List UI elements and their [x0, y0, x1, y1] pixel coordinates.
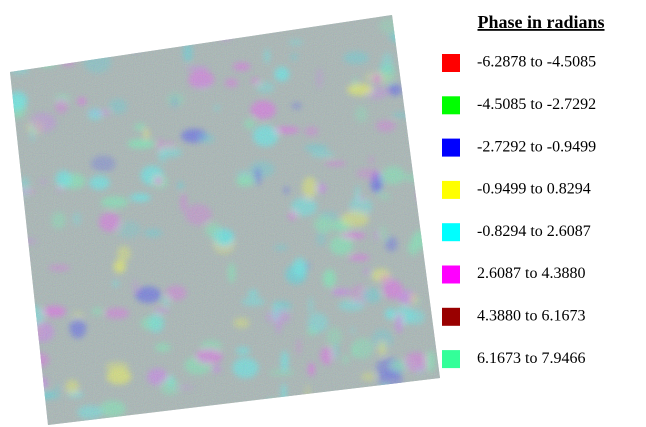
legend-label: -0.9499 to 0.8294 — [477, 181, 591, 198]
legend-swatch — [442, 139, 460, 157]
texture — [430, 41, 444, 51]
texture — [36, 51, 57, 67]
texture — [350, 405, 375, 410]
texture — [416, 21, 423, 40]
texture — [5, 208, 15, 225]
texture — [39, 44, 53, 65]
texture — [207, 13, 214, 19]
legend-swatch — [442, 223, 460, 241]
texture — [69, 31, 84, 42]
legend-label: -2.7292 to -0.9499 — [477, 138, 596, 155]
legend-swatch — [442, 266, 460, 284]
texture — [85, 15, 103, 34]
texture — [428, 146, 436, 159]
page: Phase in radians -6.2878 to -4.5085 -4.50… — [0, 0, 646, 427]
texture — [217, 29, 232, 41]
texture — [18, 255, 28, 264]
legend-label: 2.6087 to 4.3880 — [477, 265, 585, 282]
texture — [5, 389, 16, 397]
legend-swatch — [442, 308, 460, 326]
texture — [181, 417, 191, 422]
legend-label: 4.3880 to 6.1673 — [477, 307, 585, 324]
texture — [416, 42, 424, 47]
texture — [93, 22, 101, 35]
texture — [266, 400, 275, 406]
legend-swatch — [442, 181, 460, 199]
texture — [378, 386, 390, 402]
texture — [130, 44, 141, 51]
legend-swatch — [442, 54, 460, 72]
texture — [411, 18, 433, 33]
legend-title: Phase in radians — [477, 12, 604, 32]
legend-swatch — [442, 350, 460, 368]
legend-label: -0.8294 to 2.6087 — [477, 223, 591, 240]
texture — [78, 39, 89, 55]
texture — [435, 231, 442, 244]
texture — [419, 131, 441, 152]
texture — [246, 6, 260, 26]
legend-swatch — [442, 96, 460, 114]
legend-label: -6.2878 to -4.5085 — [477, 54, 596, 71]
legend: -6.2878 to -4.5085 -4.5085 to -2.7292 -2.7… — [442, 54, 596, 368]
texture — [417, 188, 433, 204]
texture — [394, 32, 407, 42]
texture — [430, 94, 434, 102]
texture — [43, 49, 48, 63]
texture — [0, 355, 23, 360]
texture — [302, 409, 326, 425]
texture — [409, 36, 419, 43]
texture — [435, 26, 441, 36]
legend-label: -4.5085 to -2.7292 — [477, 96, 596, 113]
texture — [88, 20, 103, 34]
legend-label: 6.1673 to 7.9466 — [477, 350, 585, 367]
texture — [2, 21, 23, 42]
texture — [263, 400, 285, 421]
texture — [171, 14, 192, 34]
texture — [422, 54, 441, 68]
texture — [103, 16, 109, 27]
texture — [118, 11, 141, 28]
texture — [14, 238, 18, 251]
texture — [427, 88, 437, 108]
texture — [348, 413, 367, 427]
phase-map — [0, 0, 450, 427]
